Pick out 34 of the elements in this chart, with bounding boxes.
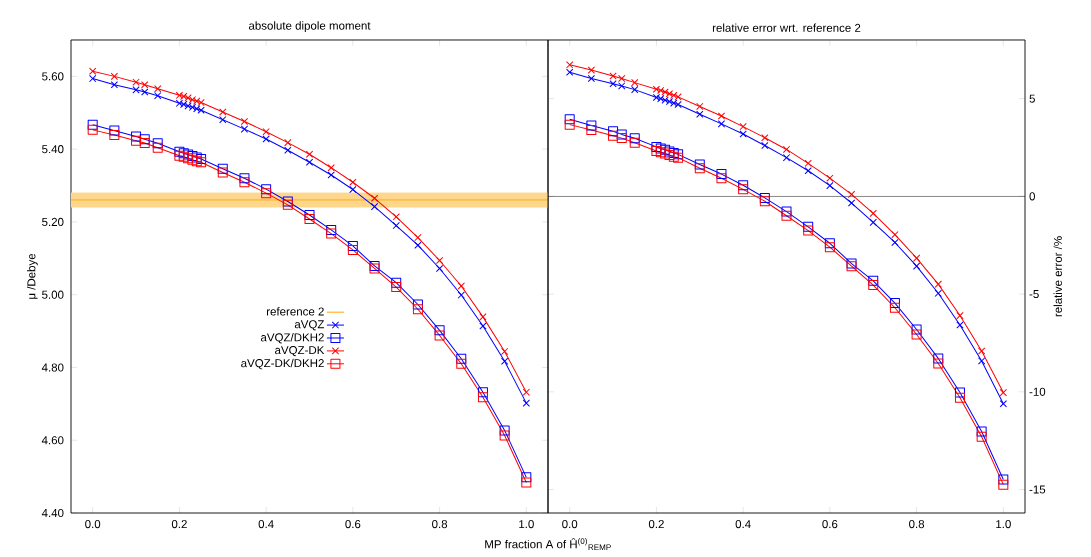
y2-tick-label: 0 [1029, 192, 1035, 201]
chart-title: absolute dipole moment [248, 21, 371, 32]
legend-label: aVQZ-DK [275, 346, 325, 357]
legend-label: aVQZ-DK/DKH2 [241, 358, 324, 370]
chart-title: relative error wrt. reference 2 [712, 23, 861, 32]
legend-label: aVQZ/DKH2 [260, 332, 324, 344]
x-tick-label: 0.0 [85, 520, 101, 529]
x-tick-label: 0.8 [909, 520, 925, 529]
y2-tick-label: -15 [1029, 485, 1046, 494]
y-tick-label: 4.60 [41, 436, 64, 445]
x-tick-label: 0.6 [822, 520, 838, 529]
y-tick-label: 5.40 [42, 145, 64, 154]
y-tick-label: 4.80 [41, 363, 64, 372]
x-tick-label: 0.8 [432, 520, 448, 529]
legend-label: reference 2 [266, 307, 324, 316]
y-tick-label: 5.00 [42, 290, 64, 299]
x-axis-title: MP fraction A of Ĥ$^{(0)}$REMP [485, 538, 611, 551]
y2-tick-label: 5 [1029, 94, 1035, 103]
y-tick-label: 5.20 [42, 217, 64, 226]
x-tick-label: 1.0 [519, 520, 534, 529]
y-axis-title: μ /Debye [27, 253, 38, 299]
x-tick-label: 0.4 [735, 520, 751, 529]
y2-tick-label: -5 [1029, 290, 1039, 299]
x-tick-label: 0.4 [258, 520, 274, 529]
x-tick-label: 0.2 [171, 520, 187, 529]
x-tick-label: 0.2 [648, 520, 664, 529]
y2-axis-title: relative error /% [1053, 236, 1062, 317]
x-tick-label: 1.0 [996, 520, 1011, 529]
x-tick-label: 0.6 [345, 520, 361, 529]
y2-tick-label: -10 [1029, 387, 1046, 396]
legend-label: aVQZ [294, 320, 325, 331]
y-tick-label: 4.40 [41, 508, 64, 518]
y-tick-label: 5.60 [42, 72, 64, 81]
x-tick-label: 0.0 [562, 520, 578, 529]
